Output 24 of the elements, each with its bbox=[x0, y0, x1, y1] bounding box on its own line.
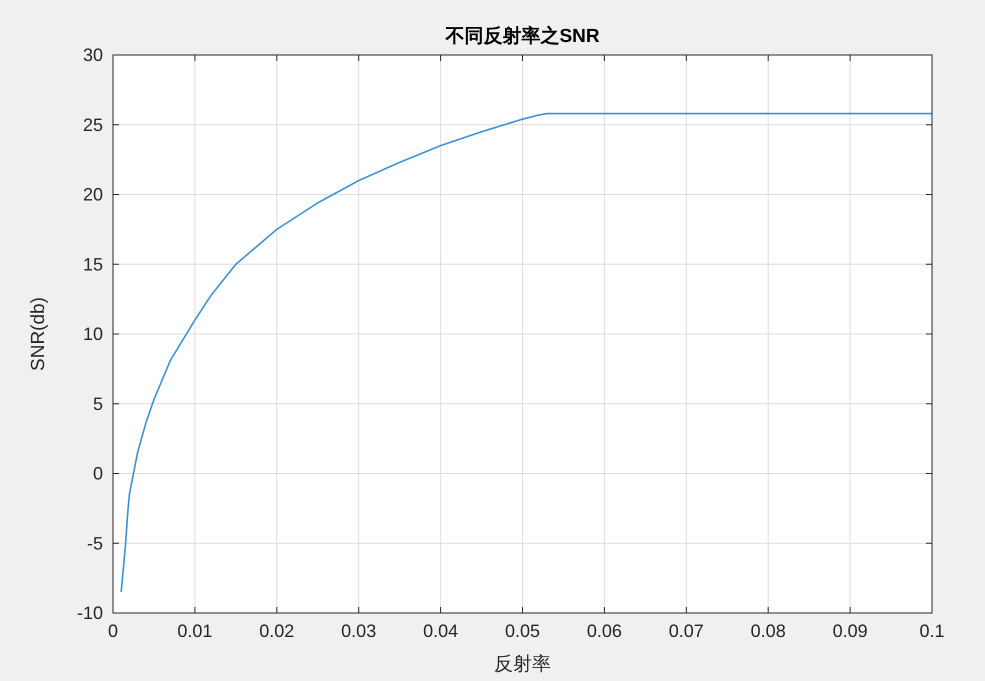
x-tick-label: 0.06 bbox=[586, 621, 622, 641]
x-tick-label: 0.08 bbox=[750, 621, 786, 641]
x-tick-label: 0.01 bbox=[177, 621, 212, 641]
y-tick-label: 30 bbox=[82, 45, 103, 65]
line-series bbox=[120, 112, 933, 593]
x-tick-label: 0.1 bbox=[919, 621, 945, 641]
x-tick-label: 0.05 bbox=[504, 621, 540, 641]
x-tick-label: 0.03 bbox=[341, 621, 376, 641]
y-tick-label: 5 bbox=[92, 394, 103, 414]
x-tick-label: 0.07 bbox=[668, 621, 704, 641]
x-axis-title: 反射率 bbox=[494, 653, 551, 675]
y-axis-title: SNR(db) bbox=[28, 297, 49, 371]
y-tick-label: 10 bbox=[82, 324, 103, 344]
x-tick-label: 0.09 bbox=[832, 621, 868, 641]
x-tick-label: 0.02 bbox=[259, 621, 294, 641]
y-tick-label: 15 bbox=[82, 254, 103, 274]
x-tick-label: 0 bbox=[108, 621, 118, 641]
y-tick-label: 20 bbox=[82, 184, 103, 204]
y-tick-label: 0 bbox=[92, 464, 103, 484]
chart-title: 不同反射率之SNR bbox=[444, 25, 600, 47]
y-tick-label: -10 bbox=[76, 603, 103, 623]
y-tick-label: -5 bbox=[86, 533, 103, 554]
x-tick-label: 0.04 bbox=[423, 621, 458, 641]
y-tick-label: 25 bbox=[82, 114, 103, 135]
